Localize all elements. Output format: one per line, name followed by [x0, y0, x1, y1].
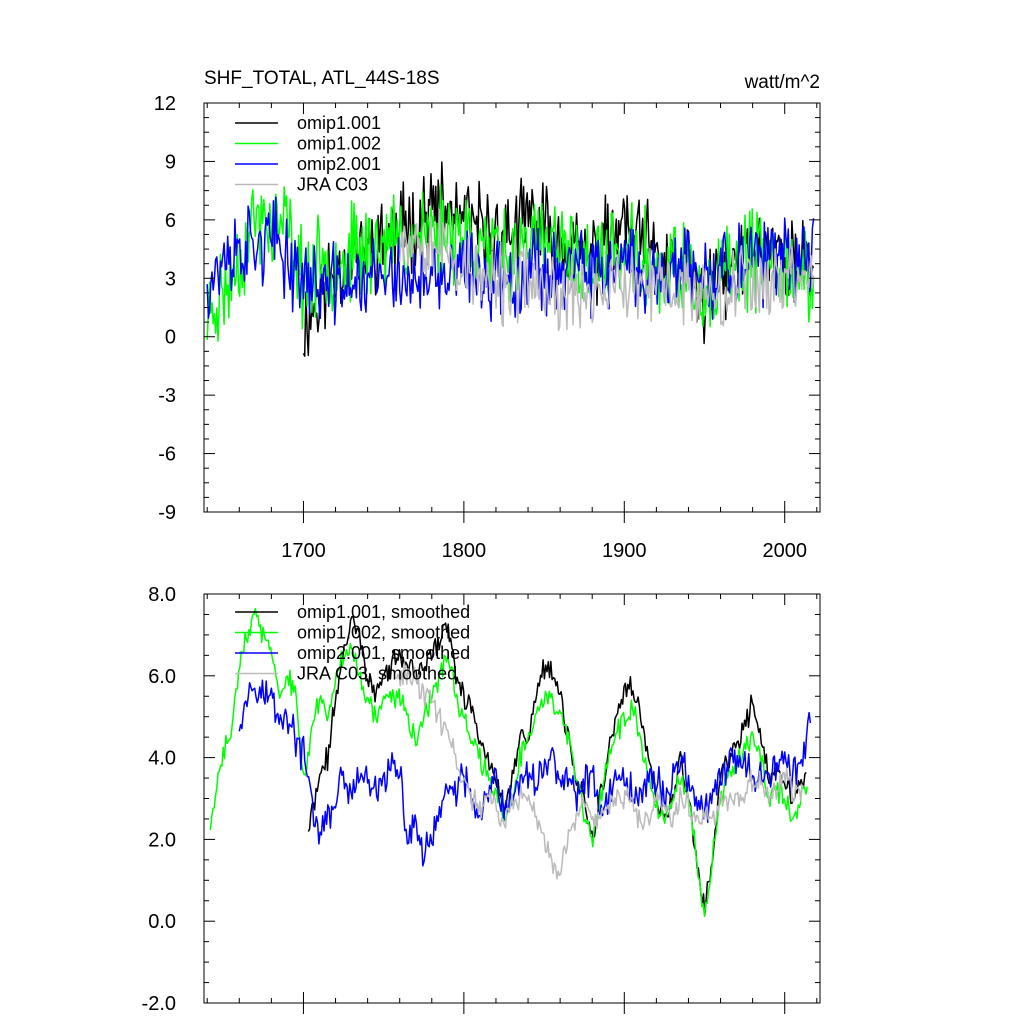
x-axis-ticks: [206, 594, 818, 1014]
y-tick-label: 2.0: [148, 829, 176, 851]
x-tick-label: 1800: [442, 540, 487, 562]
y-tick-label: 0.0: [148, 911, 176, 933]
series-lines: [206, 161, 815, 357]
series-line-3: [398, 208, 815, 332]
y-tick-label: -6: [158, 444, 176, 466]
series-line-3: [395, 662, 804, 880]
x-tick-label: 1900: [602, 540, 647, 562]
y-tick-label: 12: [154, 93, 176, 115]
y-tick-label: 8.0: [148, 584, 176, 606]
legend-label: omip2.001, smoothed: [297, 643, 470, 663]
y-tick-label: -9: [158, 502, 176, 524]
series-lines: [209, 607, 812, 918]
series-line-2: [206, 196, 815, 326]
legend-label: omip2.001: [297, 154, 381, 174]
y-axis-ticks: [204, 102, 820, 513]
panel-top: SHF_TOTAL, ATL_44S-18S watt/m^2 1700 1800…: [154, 68, 821, 562]
legend-label: omip1.001, smoothed: [297, 602, 470, 622]
y-tick-label: 6.0: [148, 666, 176, 688]
units-label: watt/m^2: [744, 72, 820, 93]
y-tick-label: 4.0: [148, 748, 176, 770]
legend-label: omip1.002, smoothed: [297, 623, 470, 643]
y-tick-label: 9: [165, 151, 176, 173]
x-axis-ticks: [206, 103, 818, 523]
y-tick-label: 3: [165, 268, 176, 290]
y-tick-label: -2.0: [142, 993, 176, 1015]
y-tick-label: 6: [165, 210, 176, 232]
y-tick-label: -3: [158, 385, 176, 407]
x-tick-label: 2000: [762, 540, 807, 562]
series-line-2: [238, 679, 812, 867]
x-tick-label: 1700: [281, 540, 326, 562]
chart-title: SHF_TOTAL, ATL_44S-18S: [204, 68, 440, 89]
legend-label: JRA C03, smoothed: [297, 664, 457, 684]
legend-label: omip1.002: [297, 134, 381, 154]
y-tick-label: 0: [165, 327, 176, 349]
legend-label: omip1.001: [297, 113, 381, 133]
legend-label: JRA C03: [297, 175, 368, 195]
y-axis-ticks: [204, 593, 820, 1004]
